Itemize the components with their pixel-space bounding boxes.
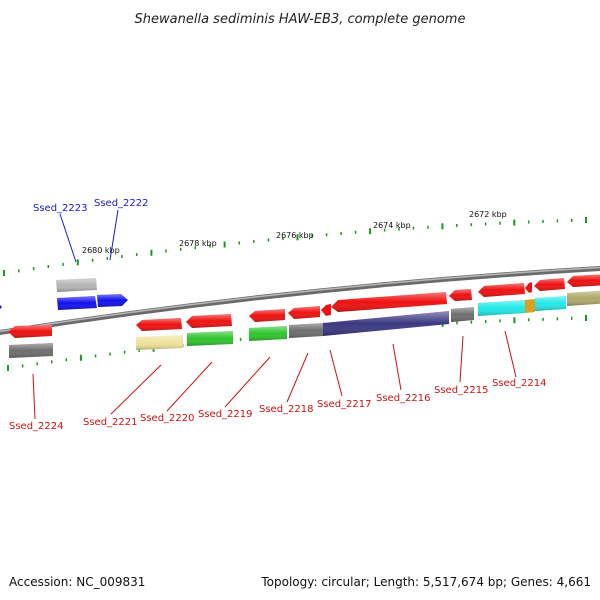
gene-shade: [57, 296, 97, 310]
leader-line-ssed-2216: [392, 343, 402, 391]
gene-shade: [136, 318, 182, 331]
gene-label-ssed-2215[interactable]: Ssed_2215: [434, 385, 489, 396]
block-shade: [478, 300, 525, 316]
gene-shade: [56, 278, 97, 292]
gene-shade: [186, 314, 232, 328]
leader-line-ssed-2223: [59, 213, 77, 263]
topology-text: Topology: circular; Length: 5,517,674 bp…: [260, 575, 591, 589]
kbp-label-2672: 2672 kbp: [469, 210, 507, 219]
block-small-orange[interactable]: [525, 299, 535, 313]
genome-backbone: [0, 266, 600, 335]
gene-forward-edge[interactable]: [0, 303, 2, 311]
leader-line-ssed-2219: [224, 356, 271, 408]
gene-shade: [249, 309, 285, 322]
genome-backbone-highlight: [0, 266, 600, 333]
leader-line-ssed-2217: [329, 349, 343, 397]
kbp-label-2680: 2680 kbp: [82, 246, 120, 255]
kbp-label-2678: 2678 kbp: [179, 239, 217, 248]
leader-line-ssed-2215: [459, 335, 464, 383]
gene-shade: [449, 289, 472, 301]
gene-label-ssed-2218[interactable]: Ssed_2218: [259, 404, 314, 415]
block-shade: [567, 290, 600, 306]
block-shade: [535, 296, 566, 311]
block-shade: [289, 323, 323, 338]
gene-label-ssed-2216[interactable]: Ssed_2216: [376, 393, 431, 404]
gene-shade: [8, 325, 52, 338]
kbp-label-2674: 2674 kbp: [373, 221, 411, 230]
kbp-labels: 2680 kbp 2678 kbp 2676 kbp 2674 kbp 2672…: [82, 210, 507, 255]
reverse-strand-genes: [8, 274, 600, 338]
gene-shade: [331, 292, 447, 312]
gene-shade: [567, 274, 600, 287]
block-shade: [136, 335, 183, 350]
annotation-blocks: [9, 290, 600, 358]
reverse-leader-lines: [32, 330, 517, 420]
outer-scale-ticks: [3, 217, 587, 276]
forward-strand-genes: [0, 278, 128, 311]
gene-label-ssed-2224[interactable]: Ssed_2224: [9, 421, 64, 432]
block-shade: [451, 307, 474, 322]
leader-line-ssed-2220: [166, 361, 213, 412]
gene-label-ssed-2217[interactable]: Ssed_2217: [317, 399, 372, 410]
gene-small-red[interactable]: [321, 304, 331, 316]
leader-line-ssed-2224: [32, 373, 36, 420]
gene-small-red-2[interactable]: [525, 282, 532, 293]
leader-line-ssed-2222: [109, 209, 119, 261]
block-shade: [323, 311, 449, 336]
accession-text: Accession: NC_009831: [9, 575, 145, 589]
gene-shade: [97, 294, 128, 307]
block-shade: [249, 326, 287, 341]
leader-line-ssed-2218: [286, 352, 309, 403]
gene-shade: [534, 278, 565, 291]
gene-label-ssed-2221[interactable]: Ssed_2221: [83, 417, 138, 428]
inner-scale-ticks: [7, 315, 587, 371]
block-shade: [9, 343, 53, 358]
forward-leader-lines: [59, 209, 119, 263]
gene-label-ssed-2214[interactable]: Ssed_2214: [492, 378, 547, 389]
gene-label-ssed-2222[interactable]: Ssed_2222: [94, 198, 149, 209]
gene-label-ssed-2220[interactable]: Ssed_2220: [140, 413, 195, 424]
leader-line-ssed-2221: [110, 364, 162, 415]
leader-line-ssed-2214: [504, 330, 517, 378]
gene-shade: [478, 283, 525, 297]
gene-label-ssed-2223[interactable]: Ssed_2223: [33, 203, 88, 214]
map-title: Shewanella sediminis HAW-EB3, complete g…: [135, 12, 466, 27]
kbp-label-2676: 2676 kbp: [276, 231, 314, 240]
gene-shade: [288, 306, 320, 319]
gene-label-ssed-2219[interactable]: Ssed_2219: [198, 409, 253, 420]
block-shade: [187, 331, 233, 346]
